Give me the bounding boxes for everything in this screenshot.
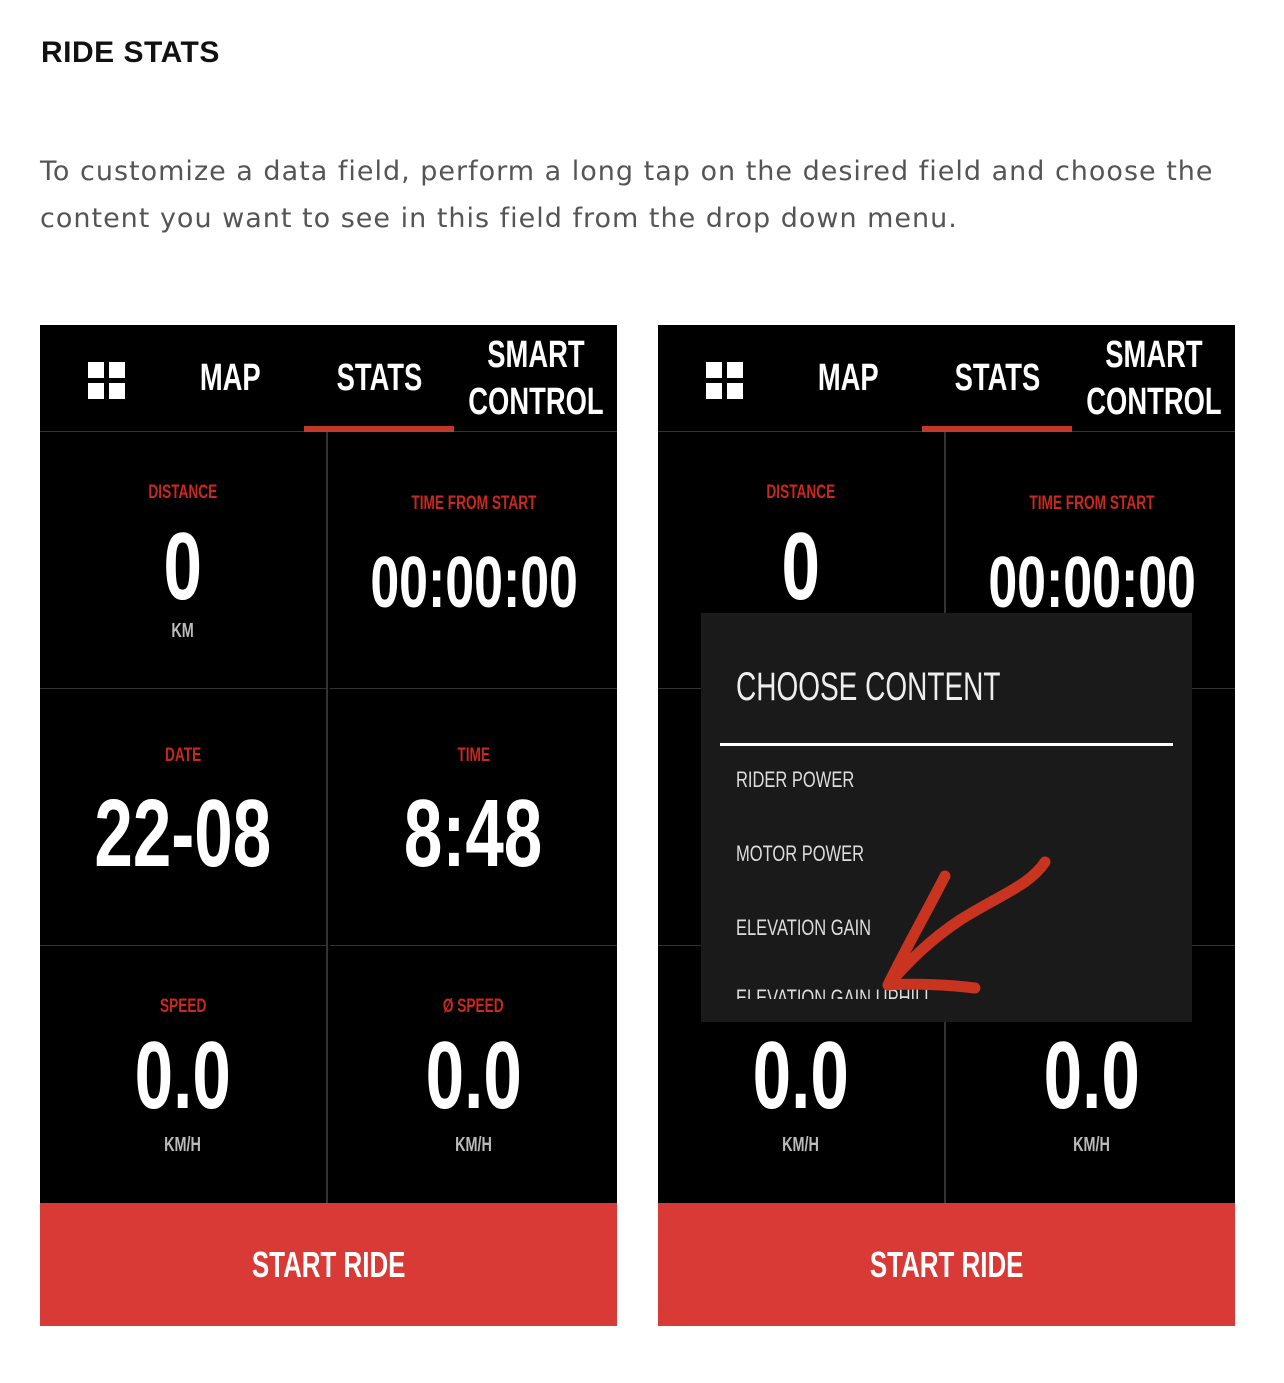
tab-bar: MAP STATS SMART CONTROL bbox=[40, 325, 617, 432]
field-distance[interactable]: DISTANCE 0 bbox=[658, 432, 946, 689]
dropdown-item-elevation-gain[interactable]: ELEVATION GAIN bbox=[736, 915, 872, 940]
field-speed[interactable]: SPEED 0.0 KM/H bbox=[40, 946, 328, 1203]
field-speed[interactable]: 0.0 KM/H bbox=[658, 946, 946, 1203]
dropdown-item-motor-power[interactable]: MOTOR POWER bbox=[736, 841, 865, 866]
phone-screenshot-right: MAP STATS SMART CONTROL DISTANCE 0 TIME F… bbox=[658, 325, 1235, 1326]
tab-smart-control[interactable]: SMART CONTROL bbox=[467, 333, 604, 423]
choose-content-dropdown: CHOOSE CONTENT RIDER POWER MOTOR POWER E… bbox=[701, 613, 1192, 1022]
dropdown-item-rider-power[interactable]: RIDER POWER bbox=[736, 767, 855, 792]
grid-menu-icon[interactable] bbox=[706, 362, 744, 400]
tab-bar: MAP STATS SMART CONTROL bbox=[658, 325, 1235, 432]
start-ride-button[interactable]: START RIDE bbox=[40, 1203, 617, 1326]
field-time[interactable]: TIME 8:48 bbox=[330, 689, 617, 946]
field-date[interactable]: DATE 22-08 bbox=[40, 689, 328, 946]
tab-map[interactable]: MAP bbox=[817, 357, 879, 399]
dropdown-title: CHOOSE CONTENT bbox=[736, 665, 1001, 709]
dropdown-divider bbox=[720, 743, 1173, 746]
field-distance[interactable]: DISTANCE 0 KM bbox=[40, 432, 328, 689]
page-title: RIDE STATS bbox=[41, 36, 220, 69]
tab-smart-control[interactable]: SMART CONTROL bbox=[1085, 333, 1222, 423]
start-ride-button[interactable]: START RIDE bbox=[658, 1203, 1235, 1326]
grid-menu-icon[interactable] bbox=[88, 362, 126, 400]
field-time-from-start[interactable]: TIME FROM START 00:00:00 bbox=[330, 432, 617, 689]
phone-screenshot-left: MAP STATS SMART CONTROL DISTANCE 0 KM TIM… bbox=[40, 325, 617, 1326]
tab-stats[interactable]: STATS bbox=[922, 325, 1072, 432]
tab-map[interactable]: MAP bbox=[199, 357, 261, 399]
field-avg-speed[interactable]: 0.0 KM/H bbox=[1043, 1022, 1140, 1156]
dropdown-item-elevation-gain-uphill[interactable]: ELEVATION GAIN UPHILL bbox=[736, 985, 934, 999]
field-avg-speed[interactable]: Ø SPEED 0.0 KM/H bbox=[425, 996, 522, 1156]
page-description: To customize a data field, perform a lon… bbox=[40, 156, 1214, 234]
tab-stats[interactable]: STATS bbox=[304, 325, 454, 432]
